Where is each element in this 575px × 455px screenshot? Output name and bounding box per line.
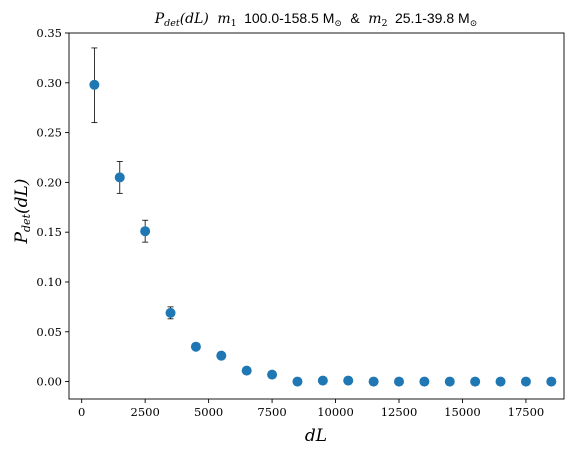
x-tick-label: 10000	[317, 405, 354, 419]
y-tick-label: 0.10	[36, 275, 62, 289]
data-point	[444, 376, 455, 387]
data-point	[419, 376, 430, 387]
data-point	[114, 172, 125, 183]
y-tick-label: 0.35	[36, 26, 62, 40]
y-tick-label: 0.30	[36, 76, 62, 90]
title-m2-unit-sub: ⊙	[470, 19, 478, 29]
y-ticks: 0.00 0.05 0.10 0.15 0.20 0.25 0.30 0.35	[36, 26, 69, 389]
y-tick-label: 0.05	[36, 325, 62, 339]
x-axis-label: dL	[305, 426, 327, 446]
x-tick-label: 12500	[381, 405, 418, 419]
data-point	[165, 307, 176, 318]
title-p-sub: det	[164, 18, 180, 29]
data-markers	[89, 79, 557, 387]
data-point	[89, 79, 100, 90]
x-tick-label: 0	[78, 405, 85, 419]
x-tick-label: 17500	[508, 405, 545, 419]
title-m1-sub: 1	[231, 18, 237, 29]
data-point	[343, 375, 354, 386]
data-point	[394, 376, 404, 387]
data-point	[292, 376, 303, 387]
title-m2: m	[368, 11, 381, 27]
y-tick-label: 0.15	[36, 225, 62, 239]
data-point	[140, 226, 151, 237]
x-tick-label: 2500	[131, 405, 160, 419]
plot-frame	[68, 32, 565, 400]
ylabel-p: P	[12, 231, 32, 244]
data-point	[267, 369, 278, 380]
data-point	[520, 376, 531, 387]
data-point	[190, 341, 201, 352]
title-m1: m	[217, 11, 230, 27]
x-ticks: 0 2500 5000 7500 10000 12500 15000 17500	[78, 399, 544, 419]
data-point	[241, 365, 252, 376]
y-tick-label: 0.25	[36, 126, 62, 140]
title-m2-sub: 2	[381, 18, 387, 29]
x-tick-label: 7500	[257, 405, 286, 419]
ylabel-p-sub: det	[20, 213, 33, 232]
data-point	[470, 376, 481, 387]
y-tick-label: 0.00	[36, 375, 62, 389]
y-axis-label: Pdet(dL)	[12, 179, 33, 245]
title-amp: &	[350, 10, 360, 26]
data-point	[368, 376, 379, 387]
data-point	[317, 375, 328, 386]
x-tick-label: 5000	[194, 405, 223, 419]
title-m2-range: 25.1-39.8 M	[395, 10, 470, 26]
title-m1-range: 100.0-158.5 M	[244, 10, 334, 26]
data-point	[495, 376, 506, 387]
data-point	[546, 376, 557, 387]
title-p-arg: (dL)	[180, 11, 209, 27]
ylabel-p-arg: (dL)	[12, 179, 32, 214]
title-p: P	[154, 11, 165, 27]
x-tick-label: 15000	[444, 405, 481, 419]
y-tick-label: 0.20	[36, 175, 62, 189]
chart-title: Pdet(dL) m1 100.0-158.5 M⊙ & m2 25.1-39.…	[154, 10, 478, 30]
data-point	[216, 350, 227, 361]
title-m1-unit-sub: ⊙	[334, 19, 342, 29]
